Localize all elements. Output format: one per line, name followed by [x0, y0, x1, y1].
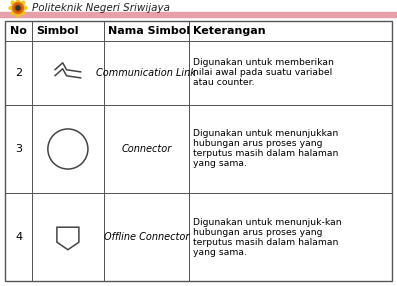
Bar [5, 41, 32, 105]
Bar [189, 105, 392, 193]
Bar [104, 21, 189, 41]
Bar [104, 41, 189, 105]
Text: Keterangan: Keterangan [193, 26, 266, 36]
Text: hubungan arus proses yang: hubungan arus proses yang [193, 140, 322, 148]
Text: 4: 4 [15, 232, 22, 242]
Ellipse shape [11, 10, 15, 15]
Text: Digunakan untuk menunjukkan: Digunakan untuk menunjukkan [193, 130, 338, 138]
Bar [32, 41, 104, 105]
Bar [189, 21, 392, 41]
Bar [189, 41, 392, 105]
Ellipse shape [22, 6, 27, 10]
Ellipse shape [9, 6, 14, 10]
Text: atau counter.: atau counter. [193, 78, 254, 87]
Text: 2: 2 [15, 68, 22, 78]
Text: Offline Connector: Offline Connector [104, 232, 189, 242]
Text: 3: 3 [15, 144, 22, 154]
Bar [5, 105, 32, 193]
Bar [0, 12, 397, 17]
Text: Nama Simbol: Nama Simbol [108, 26, 190, 36]
Text: yang sama.: yang sama. [193, 248, 247, 257]
Bar [32, 193, 104, 281]
Text: terputus masih dalam halaman: terputus masih dalam halaman [193, 238, 338, 247]
Ellipse shape [16, 12, 20, 17]
Bar [32, 21, 104, 41]
Bar [104, 193, 189, 281]
Text: terputus masih dalam halaman: terputus masih dalam halaman [193, 150, 338, 158]
Text: No: No [10, 26, 27, 36]
Text: Digunakan untuk memberikan: Digunakan untuk memberikan [193, 58, 334, 67]
Bar [104, 105, 189, 193]
Text: Connector: Connector [121, 144, 172, 154]
Circle shape [15, 5, 21, 11]
Ellipse shape [16, 0, 20, 4]
Ellipse shape [20, 10, 25, 15]
Ellipse shape [20, 1, 25, 5]
Bar [5, 193, 32, 281]
Text: hubungan arus proses yang: hubungan arus proses yang [193, 228, 322, 237]
Text: Digunakan untuk menunjuk-kan: Digunakan untuk menunjuk-kan [193, 218, 341, 227]
Text: nilai awal pada suatu variabel: nilai awal pada suatu variabel [193, 68, 332, 77]
Text: Politeknik Negeri Sriwijaya: Politeknik Negeri Sriwijaya [32, 3, 170, 13]
Text: yang sama.: yang sama. [193, 160, 247, 168]
Bar [5, 21, 32, 41]
Text: Communication Link: Communication Link [96, 68, 196, 78]
Circle shape [12, 3, 23, 13]
Text: Simbol: Simbol [36, 26, 79, 36]
Bar [189, 193, 392, 281]
Circle shape [16, 6, 20, 10]
Ellipse shape [11, 1, 15, 5]
Bar [32, 105, 104, 193]
